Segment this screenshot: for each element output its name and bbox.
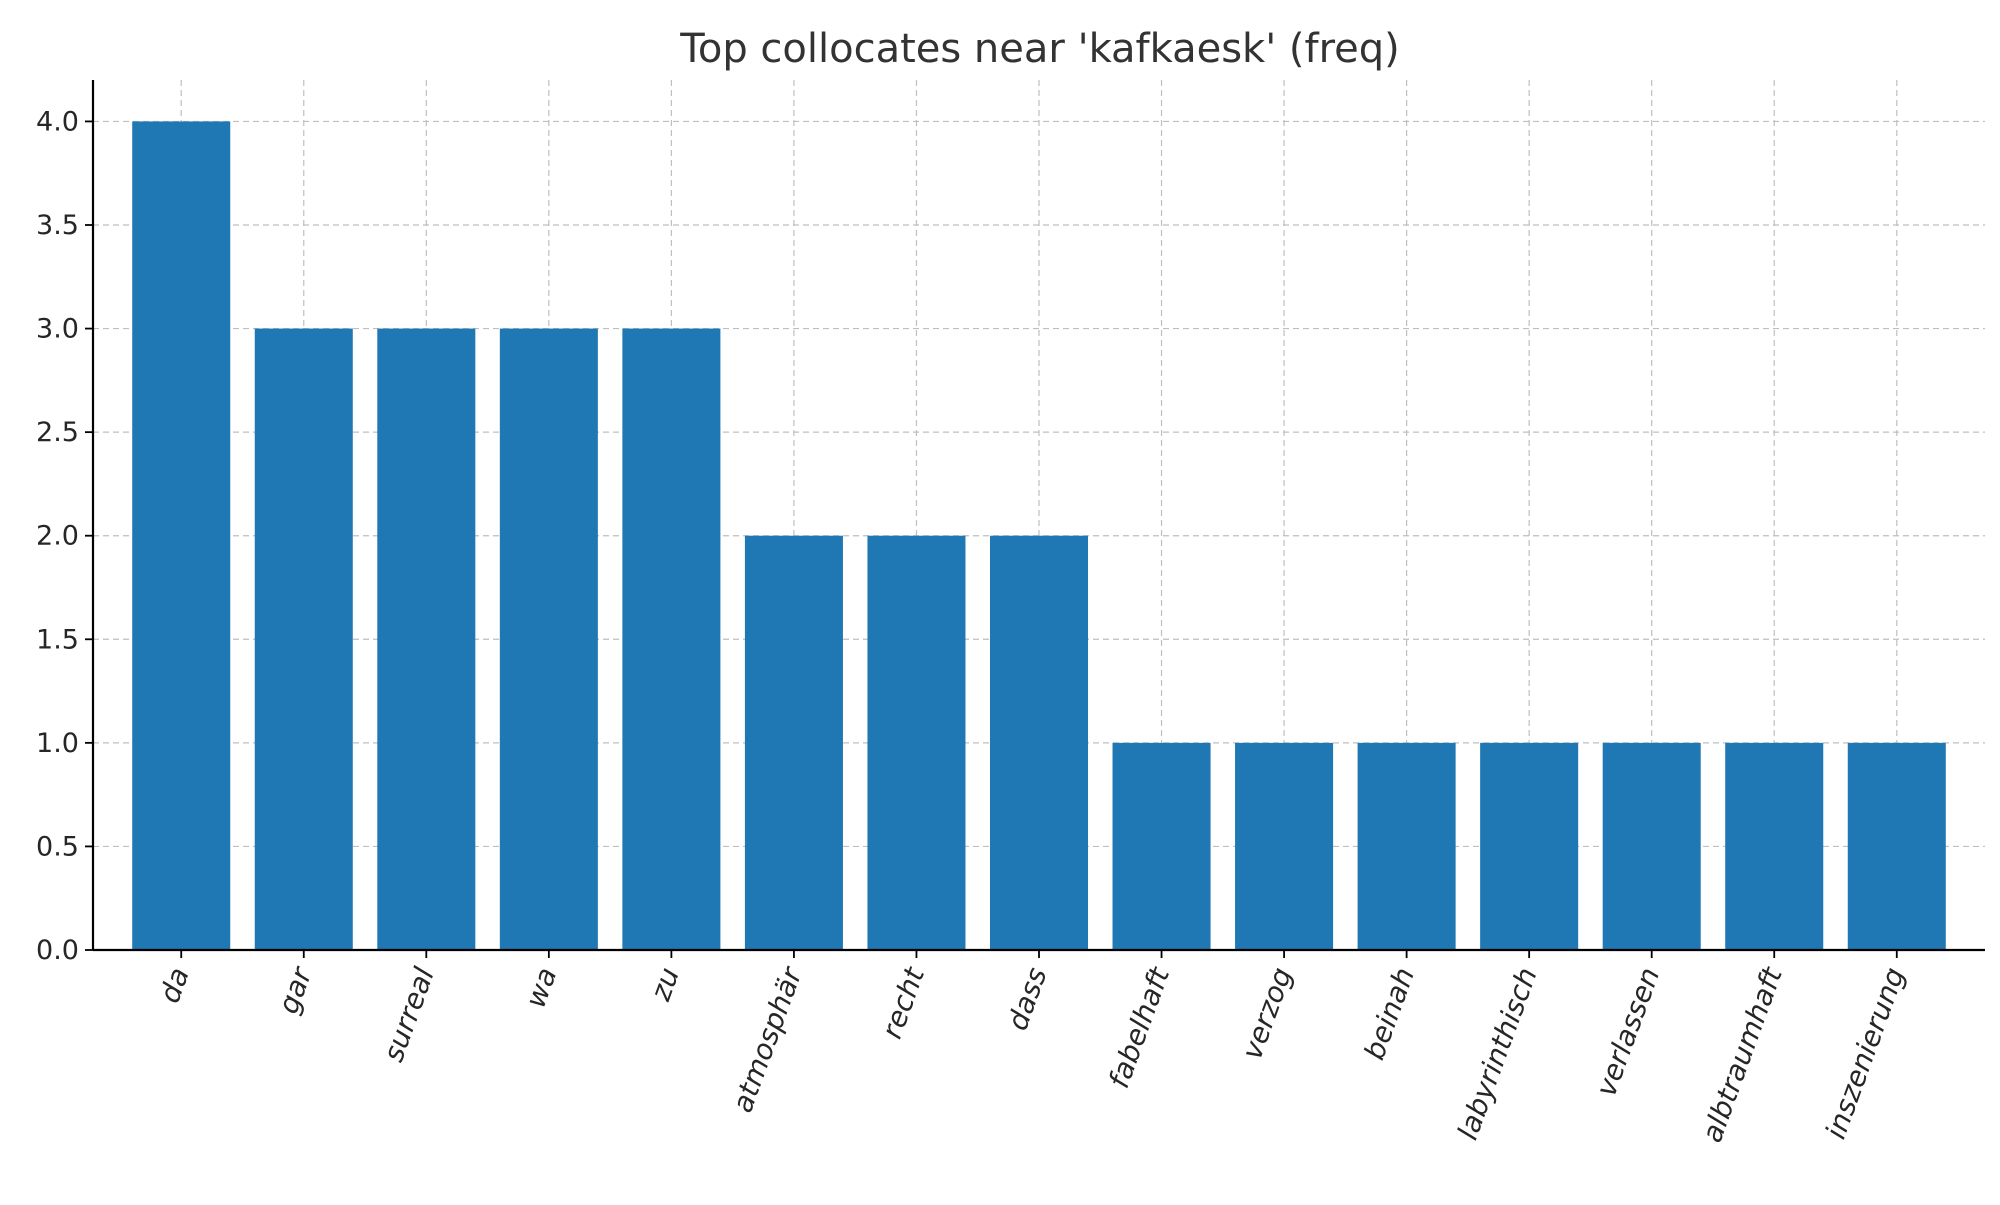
x-tick-label: fabelhaft [1102, 962, 1176, 1092]
x-tick-label: atmosphär [726, 962, 809, 1117]
y-tick-label: 0.5 [36, 831, 79, 862]
bar-inszenierung [1847, 742, 1946, 950]
x-tick-label: labyrinthisch [1451, 963, 1544, 1144]
x-tick-label: surreal [377, 963, 441, 1066]
x-tick-label: da [153, 963, 196, 1007]
x-tick-label: inszenierung [1819, 963, 1911, 1143]
x-axis-ticks: da gar surreal wa zu atmosphär recht dass fabelh… [153, 950, 1911, 1146]
bar-labyrinthisch [1480, 742, 1579, 950]
y-tick-label: 3.5 [36, 210, 79, 241]
bar-verzog [1235, 742, 1334, 950]
chart-title: Top collocates near 'kafkaesk' (freq) [679, 26, 1400, 72]
y-tick-label: 0.0 [36, 935, 79, 966]
bars [132, 121, 1946, 951]
y-tick-label: 2.5 [36, 417, 79, 448]
y-tick-label: 1.0 [36, 728, 79, 759]
y-tick-label: 2.0 [36, 521, 79, 552]
x-tick-label: albtraumhaft [1695, 962, 1789, 1146]
bar-albtraumhaft [1725, 742, 1824, 950]
x-tick-label: beinah [1358, 963, 1422, 1064]
bar-zu [622, 328, 721, 951]
y-tick-label: 3.0 [36, 314, 79, 345]
bar-surreal [377, 328, 476, 951]
x-tick-label: dass [1001, 963, 1054, 1035]
bar-recht [867, 535, 966, 950]
y-tick-label: 4.0 [36, 106, 79, 137]
x-tick-label: verlassen [1589, 963, 1666, 1101]
bar-beinah [1357, 742, 1456, 950]
bar-verlassen [1602, 742, 1701, 950]
x-tick-label: wa [519, 963, 564, 1012]
bar-gar [254, 328, 353, 951]
bar-dass [989, 535, 1089, 950]
x-tick-label: verzog [1235, 963, 1298, 1063]
bar-atmosphär [744, 535, 843, 950]
bar-fabelhaft [1112, 742, 1211, 950]
x-tick-label: recht [875, 962, 931, 1043]
bar-da [132, 121, 231, 950]
x-tick-label: gar [271, 962, 318, 1018]
y-tick-label: 1.5 [36, 624, 79, 655]
bar-wa [499, 328, 598, 951]
x-tick-label: zu [644, 963, 686, 1006]
y-axis-ticks: 0.0 0.5 1.0 1.5 2.0 2.5 3.0 3.5 4.0 [36, 106, 93, 966]
